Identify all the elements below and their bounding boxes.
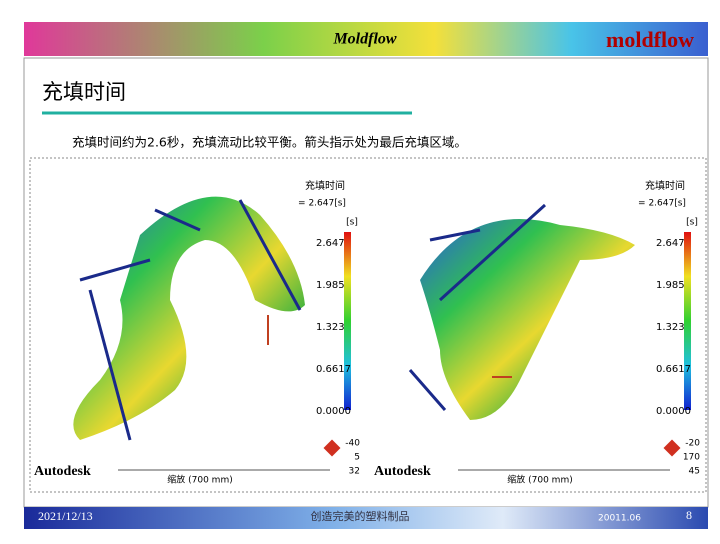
footer-slogan: 创造完美的塑料制品 xyxy=(311,509,410,523)
footer-date: 2021/12/13 xyxy=(38,509,93,523)
triad-value: -40 xyxy=(345,439,360,449)
zoom: 缩放 (700 mm) xyxy=(167,474,232,486)
vendor: Autodesk xyxy=(374,464,431,479)
footer-code: 20011.06 xyxy=(598,514,641,524)
scale-label: 0.0000 xyxy=(656,406,691,417)
triad-icon xyxy=(323,439,341,457)
result-title: 充填时间 xyxy=(645,179,685,192)
scale-label: 0.6617 xyxy=(316,364,351,375)
footer-bar xyxy=(24,507,708,529)
zoom: 缩放 (700 mm) xyxy=(507,474,572,486)
image-frame xyxy=(29,157,707,493)
result-unit: [s] xyxy=(346,218,358,228)
scale-label: 1.323 xyxy=(316,322,345,333)
header-bar xyxy=(24,22,708,56)
scale-label: 0.6617 xyxy=(656,364,691,375)
triad-value: 45 xyxy=(689,467,700,477)
scale-label: 1.985 xyxy=(656,280,685,291)
vendor: Autodesk xyxy=(34,464,91,479)
part-left xyxy=(73,196,305,441)
triad-value: 5 xyxy=(354,453,360,463)
part-right xyxy=(408,203,635,420)
scale-label: 1.323 xyxy=(656,322,685,333)
result-title: 充填时间 xyxy=(305,179,345,192)
logo: moldflow xyxy=(606,27,694,52)
triad-value: 32 xyxy=(349,467,360,477)
scale-label: 2.647 xyxy=(656,238,685,249)
color-bar xyxy=(684,232,691,410)
brand: Moldflow xyxy=(332,31,396,48)
description: 充填时间约为2.6秒，充填流动比较平衡。箭头指示处为最后充填区域。 xyxy=(72,135,467,150)
scale-label: 1.985 xyxy=(316,280,345,291)
result-value: = 2.647[s] xyxy=(298,199,346,209)
slide-title: 充填时间 xyxy=(42,80,126,104)
scale-label: 2.647 xyxy=(316,238,345,249)
result-value: = 2.647[s] xyxy=(638,199,686,209)
triad-value: -20 xyxy=(685,439,700,449)
result-unit: [s] xyxy=(686,218,698,228)
triad-value: 170 xyxy=(683,453,700,463)
color-bar xyxy=(344,232,351,410)
scale-label: 0.0000 xyxy=(316,406,351,417)
triad-icon xyxy=(663,439,681,457)
page-number: 8 xyxy=(686,508,692,522)
